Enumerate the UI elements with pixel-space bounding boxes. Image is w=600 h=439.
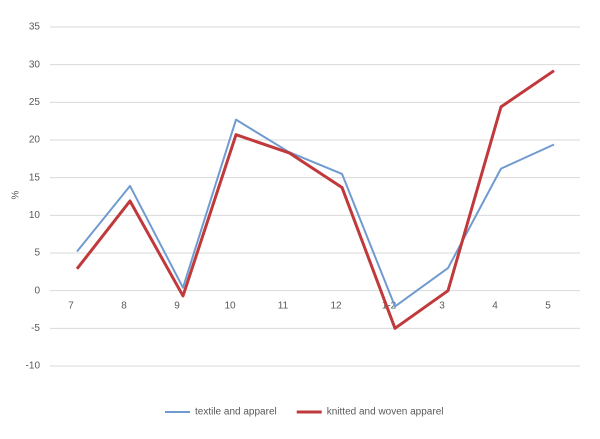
y-tick-label: 10 bbox=[29, 210, 41, 221]
series-line bbox=[76, 118, 555, 308]
x-tick-label: 11 bbox=[278, 300, 289, 311]
y-tick-label: 0 bbox=[34, 285, 40, 296]
y-axis-label: % bbox=[11, 190, 22, 199]
y-tick-label: 35 bbox=[29, 22, 41, 33]
y-tick-label: 30 bbox=[29, 59, 41, 70]
y-tick-label: 5 bbox=[34, 248, 40, 259]
x-tick-label: 10 bbox=[224, 300, 236, 311]
y-tick-label: 20 bbox=[29, 135, 41, 146]
legend-label: knitted and woven apparel bbox=[327, 407, 444, 418]
x-tick-label: 9 bbox=[174, 300, 180, 311]
x-tick-label: 4 bbox=[492, 300, 498, 311]
x-tick-label: 1-2 bbox=[382, 300, 397, 311]
x-tick-label: 7 bbox=[68, 300, 74, 311]
y-tick-label: 25 bbox=[29, 97, 41, 108]
legend-label: textile and apparel bbox=[195, 407, 277, 418]
y-tick-label: -5 bbox=[31, 323, 40, 334]
y-tick-label: 15 bbox=[29, 172, 41, 183]
x-tick-label: 5 bbox=[545, 300, 551, 311]
x-tick-label: 12 bbox=[330, 300, 342, 311]
y-tick-label: -10 bbox=[26, 361, 41, 372]
series-line bbox=[75, 69, 555, 330]
x-tick-label: 8 bbox=[121, 300, 127, 311]
x-tick-label: 3 bbox=[439, 300, 445, 311]
